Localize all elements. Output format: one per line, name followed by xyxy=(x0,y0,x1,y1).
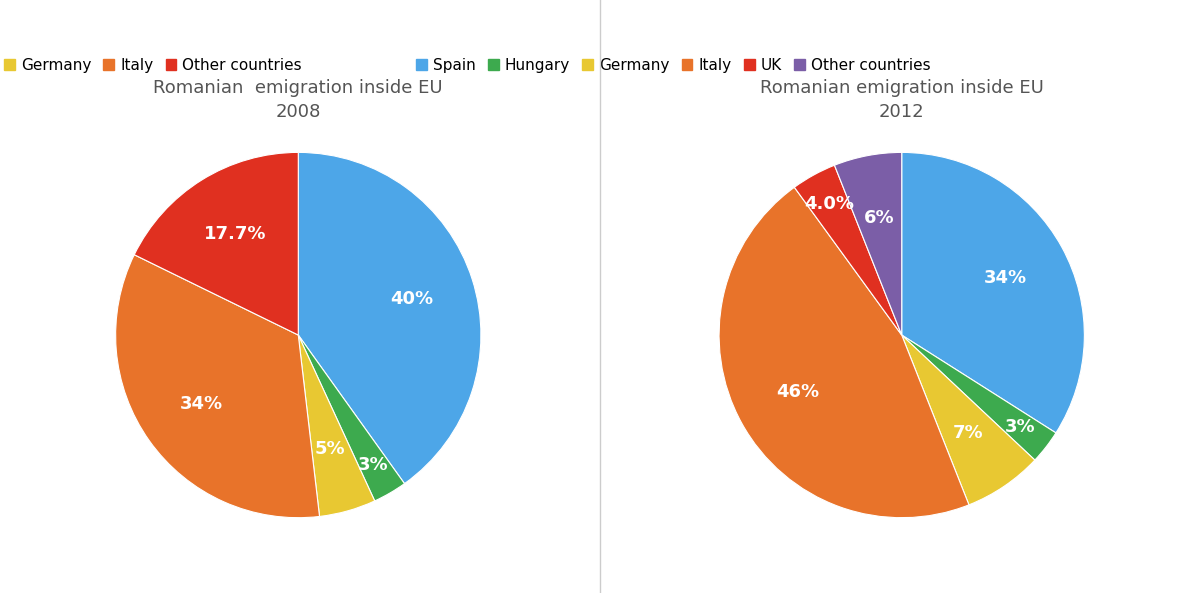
Text: 46%: 46% xyxy=(776,383,820,401)
Text: Romanian emigration inside EU: Romanian emigration inside EU xyxy=(760,79,1044,97)
Text: 2012: 2012 xyxy=(878,103,924,121)
Wedge shape xyxy=(901,152,1085,433)
Wedge shape xyxy=(115,255,319,518)
Text: Romanian  emigration inside EU: Romanian emigration inside EU xyxy=(154,79,443,97)
Text: 7%: 7% xyxy=(953,424,984,442)
Legend: Spain, Hungary, Germany, Italy, UK, Other countries: Spain, Hungary, Germany, Italy, UK, Othe… xyxy=(413,55,934,76)
Wedge shape xyxy=(901,335,1034,505)
Text: 3%: 3% xyxy=(1004,418,1036,436)
Wedge shape xyxy=(299,335,404,501)
Text: 40%: 40% xyxy=(390,290,433,308)
Wedge shape xyxy=(299,152,481,484)
Text: 3%: 3% xyxy=(358,455,389,474)
Text: 5%: 5% xyxy=(316,441,346,458)
Wedge shape xyxy=(299,335,374,517)
Text: 17.7%: 17.7% xyxy=(204,225,266,243)
Legend: Spain, Hungary, Germany, Italy, Other countries: Spain, Hungary, Germany, Italy, Other co… xyxy=(0,55,305,76)
Wedge shape xyxy=(834,152,901,335)
Text: 6%: 6% xyxy=(864,209,895,228)
Wedge shape xyxy=(134,152,299,335)
Wedge shape xyxy=(901,335,1056,460)
Text: 34%: 34% xyxy=(180,394,223,413)
Text: 4.0%: 4.0% xyxy=(804,195,854,213)
Text: 2008: 2008 xyxy=(276,103,320,121)
Wedge shape xyxy=(719,187,968,518)
Text: 34%: 34% xyxy=(984,269,1027,287)
Wedge shape xyxy=(794,165,901,335)
